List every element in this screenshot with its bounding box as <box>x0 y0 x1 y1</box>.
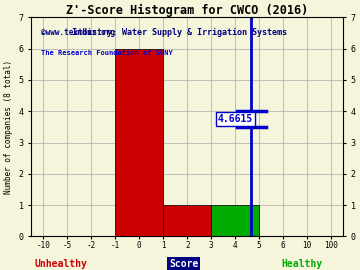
Bar <box>115 49 163 237</box>
Text: Healthy: Healthy <box>282 259 323 269</box>
Text: Score: Score <box>169 259 198 269</box>
Text: The Research Foundation of SUNY: The Research Foundation of SUNY <box>41 50 172 56</box>
Text: Industry: Water Supply & Irrigation Systems: Industry: Water Supply & Irrigation Syst… <box>72 28 288 37</box>
Bar <box>163 205 211 237</box>
Title: Z'-Score Histogram for CWCO (2016): Z'-Score Histogram for CWCO (2016) <box>66 4 309 17</box>
Text: 4.6615: 4.6615 <box>218 114 253 124</box>
Text: Unhealthy: Unhealthy <box>35 259 87 269</box>
Bar <box>211 205 259 237</box>
Y-axis label: Number of companies (8 total): Number of companies (8 total) <box>4 60 13 194</box>
Text: ©www.textbiz.org: ©www.textbiz.org <box>41 28 115 37</box>
